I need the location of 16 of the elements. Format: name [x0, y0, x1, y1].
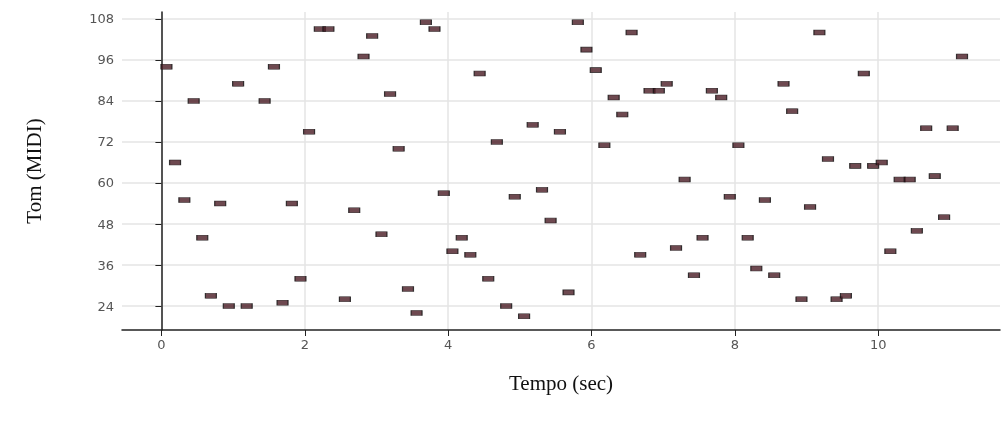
x-tick-label: 10: [869, 337, 887, 352]
y-tick-label: 84: [97, 93, 114, 109]
x-tick-label: 6: [587, 337, 596, 352]
y-tick-label: 48: [97, 216, 114, 232]
y-tick-label: 108: [89, 11, 114, 27]
x-axis-title: Tempo (sec): [508, 370, 614, 395]
x-tick-label: 2: [300, 337, 309, 352]
y-tick-label: 72: [97, 134, 114, 150]
y-tick-label: 36: [97, 257, 114, 273]
y-tick-label: 24: [97, 298, 114, 314]
x-tick-label: 4: [443, 337, 453, 352]
x-tick-label: 8: [730, 337, 739, 352]
y-axis-title: Tom (MIDI): [21, 118, 46, 224]
y-tick-label: 60: [97, 175, 114, 191]
x-tick-label: 0: [157, 337, 166, 352]
y-tick-label: 96: [97, 52, 114, 68]
